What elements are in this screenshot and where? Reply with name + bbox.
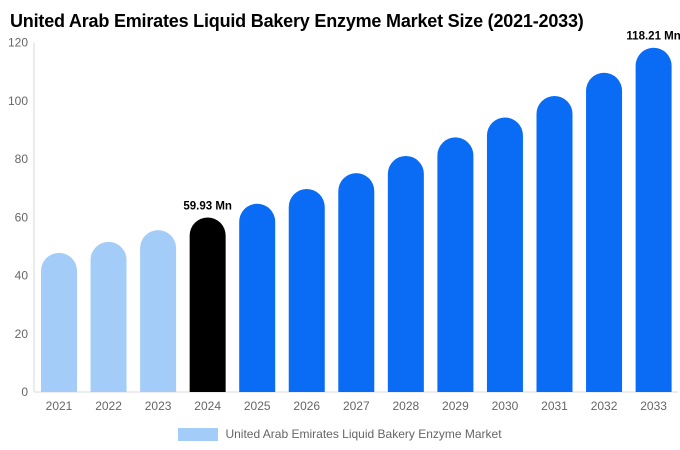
y-tick-label-20: 20 xyxy=(15,327,29,341)
y-tick-label-40: 40 xyxy=(15,269,29,283)
legend-swatch[interactable] xyxy=(178,427,219,441)
bar-2027[interactable] xyxy=(338,173,375,392)
bar-2030[interactable] xyxy=(486,117,523,392)
bar-2031[interactable] xyxy=(536,95,573,393)
legend-label[interactable]: United Arab Emirates Liquid Bakery Enzym… xyxy=(225,427,502,441)
bar-2022[interactable] xyxy=(90,241,127,392)
bar-2021[interactable] xyxy=(41,252,77,392)
x-axis-label-2032: 2032 xyxy=(591,399,618,413)
bar-2033[interactable] xyxy=(635,47,672,392)
data-label-2024: 59.93 Mn xyxy=(183,200,232,212)
x-axis-label-2030: 2030 xyxy=(492,399,519,413)
x-axis-label-2028: 2028 xyxy=(392,399,419,413)
data-label-2033: 118.21 Mn xyxy=(626,31,680,43)
bar-2024[interactable] xyxy=(189,217,226,392)
x-axis-label-2021: 2021 xyxy=(46,399,73,413)
legend: United Arab Emirates Liquid Bakery Enzym… xyxy=(0,427,680,441)
chart-title: United Arab Emirates Liquid Bakery Enzym… xyxy=(10,11,584,31)
bar-2032[interactable] xyxy=(586,72,623,392)
x-axis-label-2022: 2022 xyxy=(95,399,122,413)
y-tick-label-80: 80 xyxy=(15,152,29,166)
x-axis-label-2023: 2023 xyxy=(145,399,172,413)
x-axis-label-2026: 2026 xyxy=(293,399,320,413)
bar-2026[interactable] xyxy=(288,188,325,392)
x-axis-label-2033: 2033 xyxy=(640,399,667,413)
x-axis-label-2029: 2029 xyxy=(442,399,469,413)
y-tick-label-100: 100 xyxy=(8,94,28,108)
bar-2025[interactable] xyxy=(239,203,276,392)
y-tick-label-0: 0 xyxy=(21,385,28,399)
bar-2023[interactable] xyxy=(140,230,177,392)
x-axis-label-2027: 2027 xyxy=(343,399,370,413)
x-axis-label-2024: 2024 xyxy=(194,399,221,413)
y-tick-label-120: 120 xyxy=(8,36,28,50)
x-axis-label-2031: 2031 xyxy=(541,399,568,413)
bar-2028[interactable] xyxy=(387,155,424,392)
bar-2029[interactable] xyxy=(437,137,474,392)
y-tick-label-60: 60 xyxy=(15,210,29,224)
x-axis-label-2025: 2025 xyxy=(244,399,271,413)
